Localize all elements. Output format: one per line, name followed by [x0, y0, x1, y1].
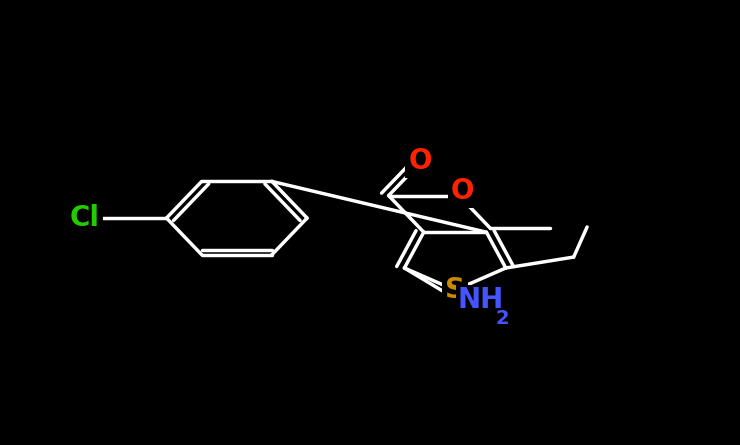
Text: O: O	[408, 146, 432, 174]
Text: Cl: Cl	[70, 204, 100, 232]
Text: O: O	[451, 177, 474, 205]
Text: NH: NH	[458, 286, 504, 314]
Text: 2: 2	[495, 309, 509, 328]
Text: S: S	[445, 276, 465, 304]
